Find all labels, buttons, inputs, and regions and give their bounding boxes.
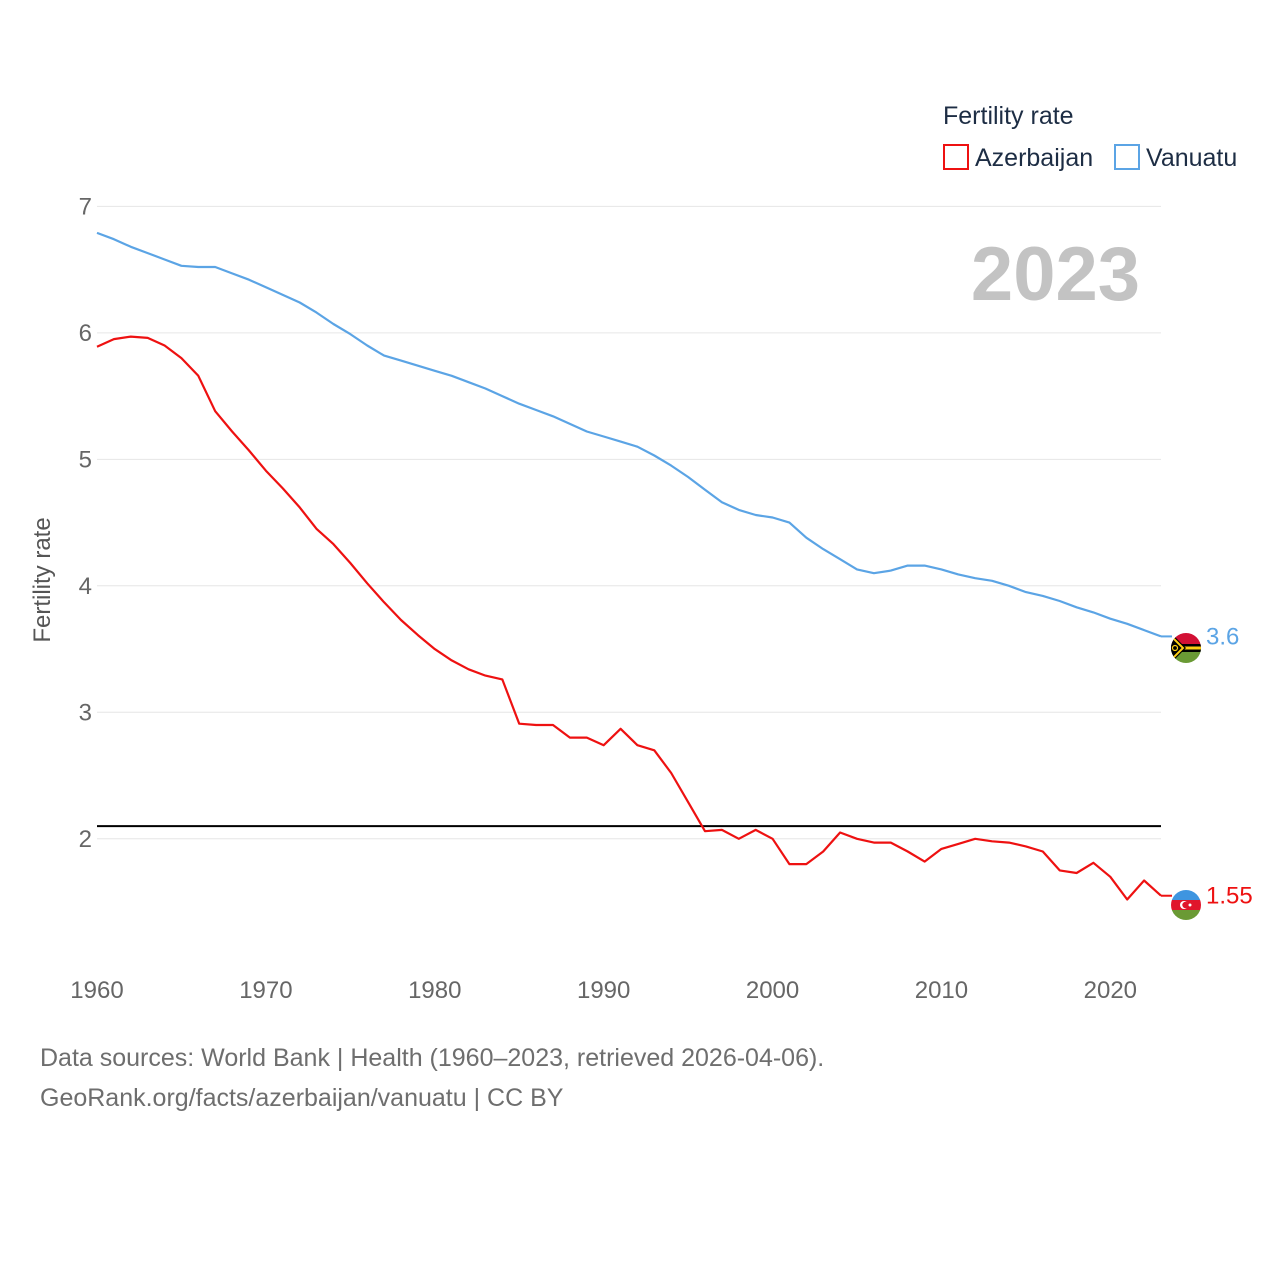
end-labels: 1.55 3.6 [1206, 623, 1253, 909]
y-tick-label-5: 5 [79, 446, 92, 473]
x-tick-label-1970: 1970 [239, 977, 292, 1004]
series-lines [96, 231, 1172, 901]
end-label-azerbaijan: 1.55 [1206, 883, 1253, 910]
legend-label-azerbaijan: Azerbaijan [975, 144, 1093, 172]
series-line-vanuatu [96, 231, 1162, 638]
legend-item-azerbaijan[interactable]: Azerbaijan [943, 144, 1093, 172]
source-note: Data sources: World Bank | Health (1960–… [40, 1044, 825, 1072]
y-tick-label-4: 4 [79, 573, 92, 600]
legend-item-vanuatu[interactable]: Vanuatu [1114, 144, 1237, 172]
x-tick-label-2020: 2020 [1084, 977, 1137, 1004]
y-tick-label-2: 2 [79, 826, 92, 853]
azerbaijan-flag-icon [1171, 890, 1201, 920]
y-tick-label-6: 6 [79, 320, 92, 347]
y-tick-label-3: 3 [79, 699, 92, 726]
legend-swatch-vanuatu [1114, 144, 1140, 170]
x-tick-label-1980: 1980 [408, 977, 461, 1004]
vanuatu-flag-icon [1171, 633, 1201, 663]
year-label: 2023 [971, 232, 1140, 317]
y-axis-ticks: 2 3 4 5 6 7 [79, 193, 92, 852]
x-tick-label-1960: 1960 [70, 977, 123, 1004]
gridlines [97, 205, 1161, 840]
legend-swatch-azerbaijan [943, 144, 969, 170]
x-tick-label-2000: 2000 [746, 977, 799, 1004]
legend[interactable]: Fertility rate Azerbaijan Vanuatu [943, 102, 1237, 172]
y-tick-label-7: 7 [79, 193, 92, 220]
y-axis-title: Fertility rate [29, 517, 56, 642]
source-link[interactable]: GeoRank.org/facts/azerbaijan/vanuatu | C… [40, 1084, 564, 1112]
end-label-vanuatu: 3.6 [1206, 623, 1239, 650]
x-tick-label-2010: 2010 [915, 977, 968, 1004]
x-tick-label-1990: 1990 [577, 977, 630, 1004]
legend-label-vanuatu: Vanuatu [1146, 144, 1237, 172]
legend-title: Fertility rate [943, 102, 1074, 130]
series-line-azerbaijan [96, 335, 1162, 901]
x-axis-ticks: 1960 1970 1980 1990 2000 2010 2020 [70, 977, 1137, 1004]
